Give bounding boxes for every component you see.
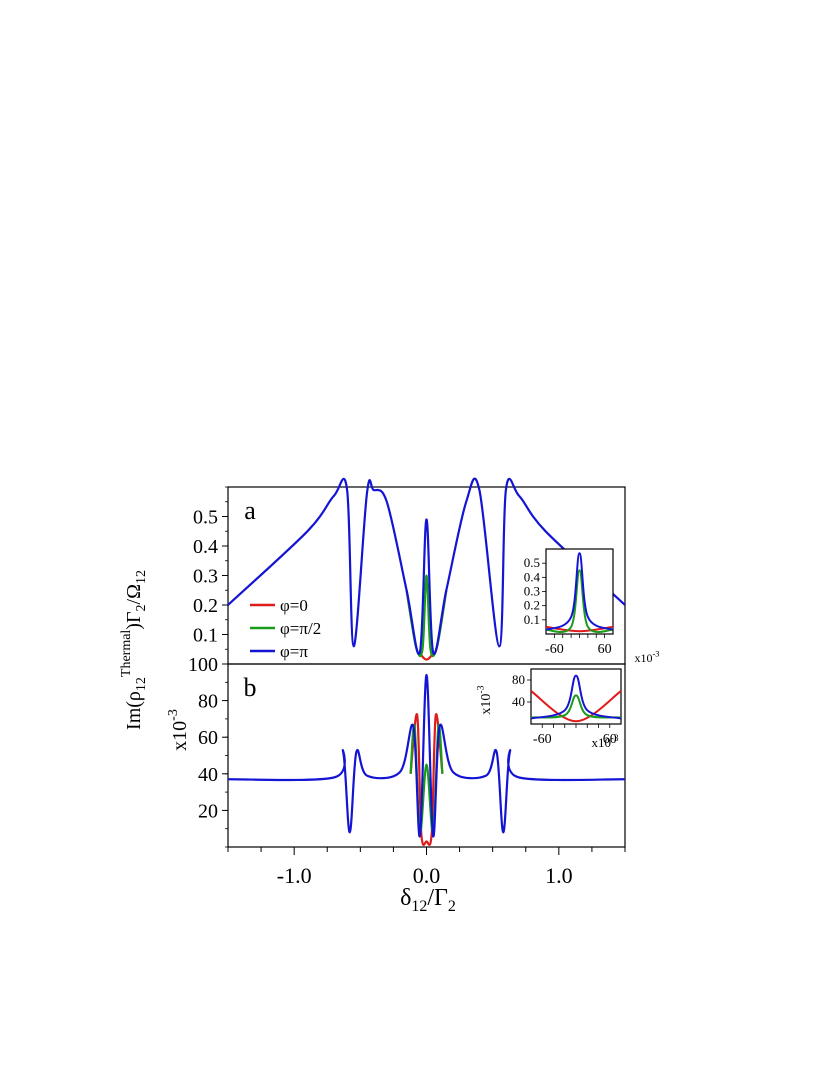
inset-y-multiplier: x10-3 [476,685,494,714]
series-line [405,574,448,658]
y-tick-label: 0.2 [193,595,218,617]
series-line [409,723,444,834]
y-tick-label: 0.1 [193,625,218,647]
inset-series-line [530,690,622,723]
y-tick-label: 40 [198,764,218,786]
inset-x-tick-label: 60 [603,732,617,747]
inset-x-multiplier: x10-3 [635,650,660,665]
x-tick-label: 0.0 [413,863,441,888]
panel-a: 0.10.20.30.40.5 aφ=0φ=π/2φ=π0.10.20.30.40… [193,477,660,665]
inset-x-multiplier: x10-3 [591,733,619,750]
y-multiplier-text: x10-3 [166,709,191,751]
y-tick-label: 0.5 [193,507,218,529]
inset-y-tick-label: 0.2 [524,598,540,613]
x-tick-label: -1.0 [277,863,312,888]
series-line [409,713,444,846]
inset-y-tick-label: 40 [512,694,525,709]
inset-y-tick-label: 0.4 [524,569,541,584]
inset-series-line [545,569,614,634]
y-multiplier: x10-3 [166,709,191,751]
inset-x-tick-label: -60 [545,642,564,657]
series-line [227,673,626,838]
x-axis-title: δ12/Γ2 [400,885,456,915]
panel-label: a [244,496,256,525]
legend-label: φ=π/2 [280,619,321,638]
inset-series-line [530,674,622,720]
inset-series-line [530,694,622,719]
x-tick-label: 1.0 [545,863,573,888]
y-tick-label: 0.4 [193,536,218,558]
inset-y-tick-label: 0.3 [524,584,540,599]
inset-x-multiplier-text: x10-3 [635,650,660,665]
inset-y-multiplier-text: x10-3 [476,685,494,714]
inset-y-tick-label: 0.5 [524,555,540,570]
inset-series-line [545,552,614,631]
y-tick-label: 100 [188,654,218,676]
y-tick-label: 60 [198,727,218,749]
inset-x-tick-label: 60 [598,642,612,657]
inset-frame [530,668,622,725]
inset-frame [545,548,614,635]
y-tick-label: 0.3 [193,566,218,588]
inset-y-tick-label: 0.1 [524,612,540,627]
legend-label: φ=0 [280,596,308,615]
inset-x-multiplier-text: x10-3 [591,733,619,750]
series-line [227,477,626,656]
y-tick-label: 80 [198,691,218,713]
inset-x-tick-label: -60 [533,732,552,747]
legend-label: φ=π [280,642,308,661]
panel-label: b [244,673,257,702]
inset-y-tick-label: 80 [512,672,525,687]
y-axis-title: Im(ρ12Thermal)Γ2/Ω12 [119,570,149,730]
y-tick-label: 20 [198,800,218,822]
